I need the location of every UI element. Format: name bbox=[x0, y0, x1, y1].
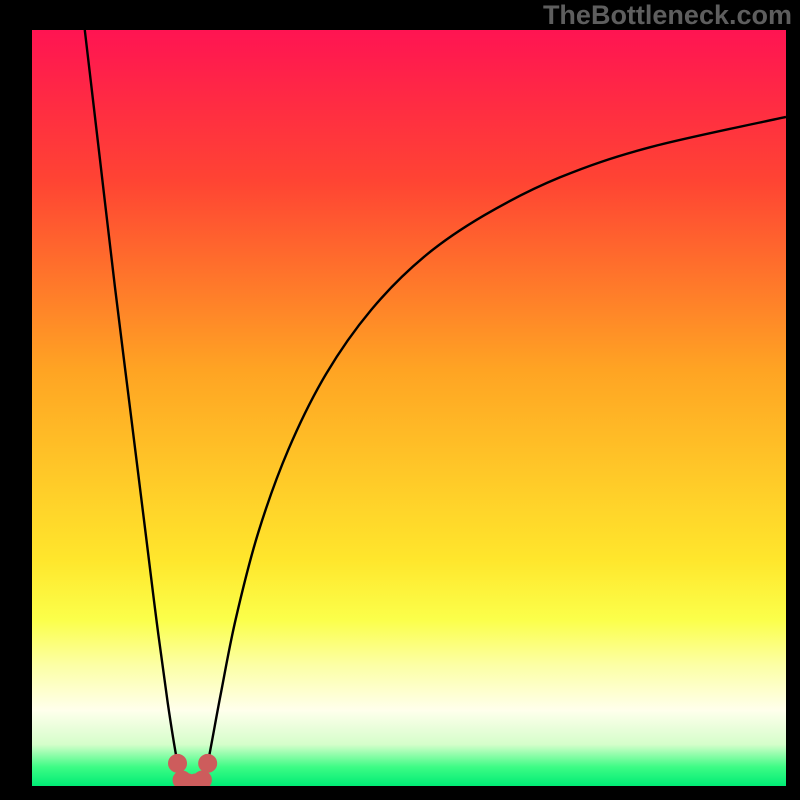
chart-canvas bbox=[0, 0, 800, 800]
watermark-text: TheBottleneck.com bbox=[543, 0, 792, 31]
border-right bbox=[786, 0, 800, 800]
marker-dot bbox=[199, 754, 217, 772]
border-bottom bbox=[0, 786, 800, 800]
gradient-background bbox=[32, 30, 786, 786]
border-left bbox=[0, 0, 32, 800]
marker-dot bbox=[169, 754, 187, 772]
chart-container: TheBottleneck.com bbox=[0, 0, 800, 800]
